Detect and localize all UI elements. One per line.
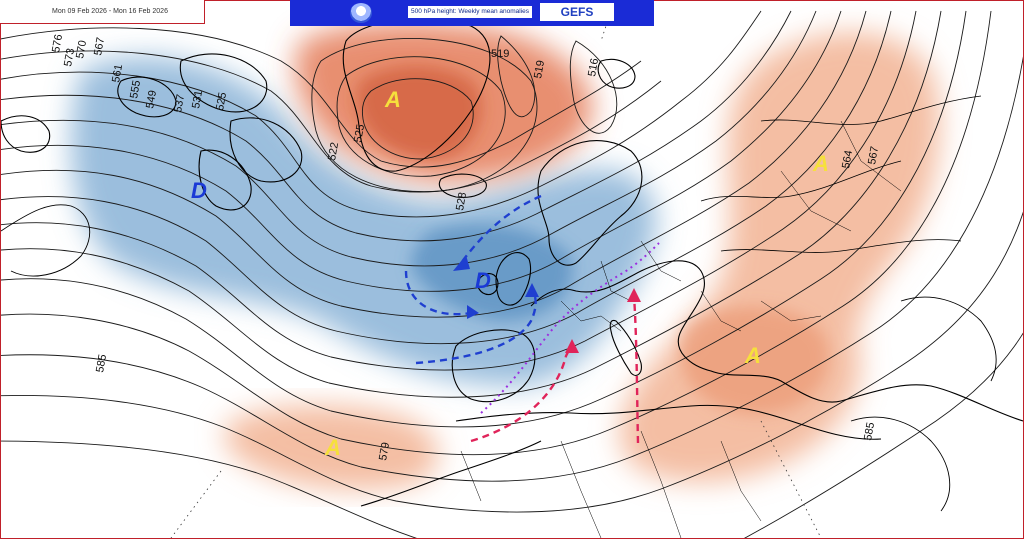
contour-label: 564 <box>840 149 855 169</box>
high-label-azores: A <box>324 435 341 460</box>
contour-label: 519 <box>491 48 509 60</box>
arrow-heads <box>453 255 641 353</box>
high-label-greenland: A <box>384 87 401 112</box>
europe-coast <box>530 260 1023 422</box>
low-label-canada: D <box>191 178 207 203</box>
positive-anomaly-east <box>619 32 940 482</box>
date-range: Mon 09 Feb 2026 - Mon 16 Feb 2026 <box>52 8 168 15</box>
pressure-system-labels: A D D A A A <box>191 87 829 460</box>
contour-label: 519 <box>532 59 547 79</box>
contour-label: 522 <box>326 141 341 161</box>
contour-label: 567 <box>866 145 881 165</box>
air-mass-boundary <box>480 242 660 414</box>
contour-label: 528 <box>454 191 469 211</box>
contour-label: 555 <box>128 79 143 99</box>
coastlines <box>1 18 1023 512</box>
logo-icon <box>350 3 372 23</box>
contour-label: 585 <box>94 353 109 373</box>
model-name: GEFS <box>540 3 614 21</box>
contour-label: 570 <box>74 39 89 59</box>
north-africa-coast <box>455 404 882 440</box>
scandinavia-coast <box>537 140 643 266</box>
contour-label: 531 <box>190 89 205 109</box>
flow-annotations <box>404 194 660 444</box>
contour-label: 549 <box>144 89 159 109</box>
header-banner: 500 hPa height: Weekly mean anomalies GE… <box>290 0 654 26</box>
iceland-coast <box>438 173 487 198</box>
contour-label: 537 <box>172 93 187 113</box>
contour-labels: 576 570 573 567 561 555 549 537 531 525 … <box>50 33 881 461</box>
contour-label: 576 <box>50 33 65 53</box>
british-isles-coast <box>495 252 532 306</box>
italy-coast <box>609 319 642 376</box>
warm-flow-arrow-2 <box>632 295 640 444</box>
warm-flow-arrow-1 <box>470 345 573 443</box>
low-label-uk: D <box>475 268 491 293</box>
positive-anomaly-azores <box>224 405 439 490</box>
contour-label: 579 <box>377 441 392 461</box>
iberia-coast <box>451 329 536 403</box>
cold-flow-arrow-3 <box>415 287 537 365</box>
cold-flow-arrow-2 <box>404 270 472 316</box>
contour-label: 516 <box>586 57 601 77</box>
contour-label: 567 <box>92 36 107 56</box>
contour-label: 585 <box>862 421 877 441</box>
map-title: 500 hPa height: Weekly mean anomalies <box>408 6 533 18</box>
contour-label: 561 <box>110 63 125 83</box>
anomaly-shading <box>71 22 940 490</box>
contour-label: 525 <box>214 91 229 111</box>
contour-label: 573 <box>62 47 77 67</box>
high-label-russia: A <box>812 151 829 176</box>
cold-flow-arrow-1 <box>460 194 542 264</box>
date-range-box: Mon 09 Feb 2026 - Mon 16 Feb 2026 <box>0 0 205 24</box>
borders <box>460 120 902 538</box>
high-label-mediterranean: A <box>744 343 761 368</box>
contour-label: 525 <box>352 123 367 143</box>
